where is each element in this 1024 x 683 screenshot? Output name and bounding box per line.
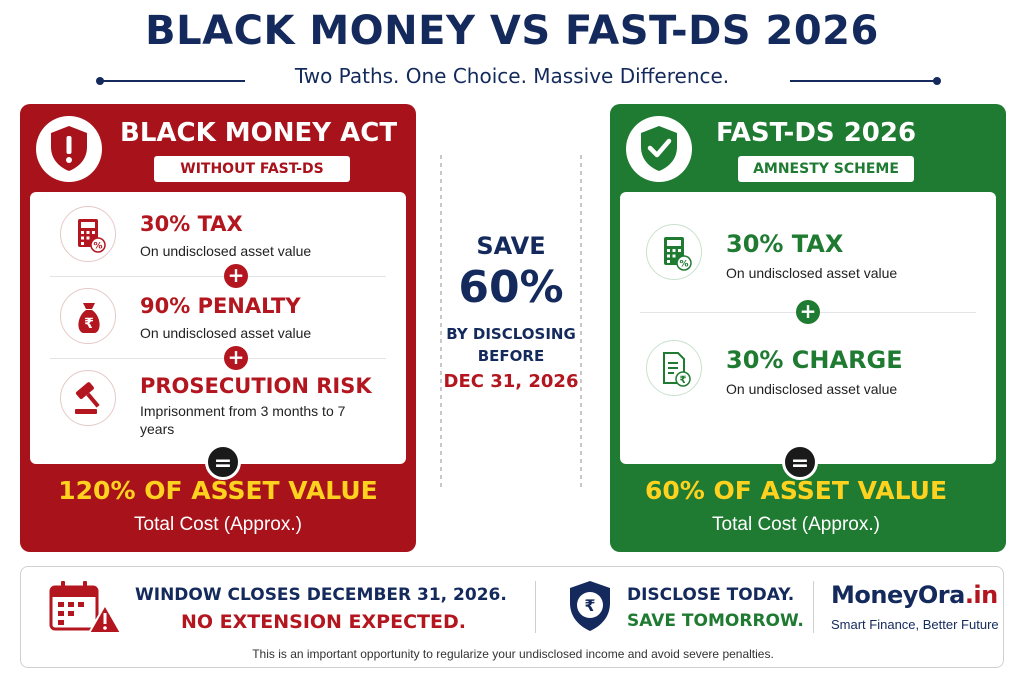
equals-icon: =: [205, 444, 241, 480]
black-money-panel: BLACK MONEY ACT WITHOUT FAST-DS % 30% TA…: [20, 104, 416, 552]
equals-icon: =: [782, 444, 818, 480]
item-desc: On undisclosed asset value: [140, 243, 312, 259]
svg-text:%: %: [679, 260, 688, 270]
shield-check-icon: [626, 116, 692, 182]
brand-suffix: .in: [964, 581, 998, 609]
item-title: PROSECUTION RISK: [140, 374, 372, 398]
gavel-icon: [60, 370, 116, 426]
document-rupee-icon: ₹: [646, 340, 702, 396]
dashed-divider: [580, 155, 582, 490]
item-desc: On undisclosed asset value: [726, 381, 898, 397]
item-desc: On undisclosed asset value: [726, 265, 898, 281]
total-cost: 60% OF ASSET VALUE: [644, 476, 948, 505]
brand-tagline: Smart Finance, Better Future: [831, 617, 999, 632]
plus-icon: +: [224, 346, 248, 370]
disclose-cta: DISCLOSE TODAY.: [627, 585, 795, 605]
item-title: 90% PENALTY: [140, 294, 301, 318]
decor-dot: [933, 77, 941, 85]
save-percent: 60%: [458, 262, 564, 313]
deadline-date: DEC 31, 2026: [443, 371, 579, 392]
window-notice: WINDOW CLOSES DECEMBER 31, 2026.: [135, 585, 507, 605]
svg-text:₹: ₹: [584, 596, 595, 615]
item-desc: Imprisonment from 3 months to 7 years: [140, 403, 346, 437]
save-label: SAVE: [476, 232, 546, 260]
cost-breakdown: % 30% TAX On undisclosed asset value + ₹…: [30, 192, 406, 464]
divider: [813, 581, 814, 633]
dashed-divider: [440, 155, 442, 490]
condition-line: BEFORE: [477, 347, 545, 365]
svg-text:₹: ₹: [84, 316, 94, 332]
fast-ds-panel: FAST-DS 2026 AMNESTY SCHEME % 30% TAX On…: [610, 104, 1006, 552]
footer-bar: WINDOW CLOSES DECEMBER 31, 2026. NO EXTE…: [20, 566, 1004, 668]
extension-notice: NO EXTENSION EXPECTED.: [181, 611, 466, 633]
disclose-condition: BY DISCLOSING BEFORE: [440, 323, 582, 367]
item-title: 30% TAX: [726, 230, 844, 258]
subtitle-row: Two Paths. One Choice. Massive Differenc…: [0, 64, 1024, 94]
svg-text:₹: ₹: [680, 375, 687, 386]
divider: [50, 358, 386, 359]
brand-main: MoneyOra: [831, 581, 965, 609]
shield-exclamation-icon: [36, 116, 102, 182]
total-cost: 120% OF ASSET VALUE: [58, 476, 378, 505]
svg-text:%: %: [93, 242, 102, 252]
total-cost-label: Total Cost (Approx.): [712, 514, 880, 535]
plus-icon: +: [224, 264, 248, 288]
brand-logo: MoneyOra.in: [831, 581, 998, 609]
plus-icon: +: [796, 300, 820, 324]
item-desc: On undisclosed asset value: [140, 325, 312, 341]
shield-rupee-icon: ₹: [570, 581, 610, 631]
item-title: 30% TAX: [140, 212, 243, 236]
panel-badge: AMNESTY SCHEME: [738, 156, 914, 182]
footnote: This is an important opportunity to regu…: [252, 647, 774, 661]
calendar-warning-icon: [49, 581, 123, 634]
calculator-percent-icon: %: [60, 206, 116, 262]
total-cost-label: Total Cost (Approx.): [134, 514, 302, 535]
panel-title: BLACK MONEY ACT: [120, 118, 398, 148]
calculator-percent-icon: %: [646, 224, 702, 280]
item-title: 30% CHARGE: [726, 346, 903, 374]
money-bag-rupee-icon: ₹: [60, 288, 116, 344]
panel-title: FAST-DS 2026: [716, 118, 917, 148]
decor-line: [100, 80, 245, 82]
cost-breakdown: % 30% TAX On undisclosed asset value + ₹…: [620, 192, 996, 464]
decor-line: [790, 80, 935, 82]
condition-line: BY DISCLOSING: [446, 325, 576, 343]
panel-badge: WITHOUT FAST-DS: [154, 156, 350, 182]
divider: [50, 276, 386, 277]
page-subtitle: Two Paths. One Choice. Massive Differenc…: [294, 64, 730, 88]
page-title: BLACK MONEY VS FAST-DS 2026: [145, 8, 879, 54]
save-cta: SAVE TOMORROW.: [627, 611, 804, 631]
divider: [535, 581, 536, 633]
